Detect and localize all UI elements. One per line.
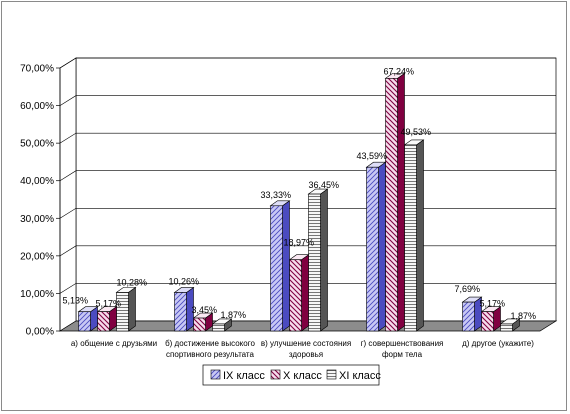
bar-side — [397, 72, 405, 332]
bar — [481, 311, 494, 332]
data-label: 33,33% — [261, 190, 292, 200]
bar — [308, 193, 321, 332]
data-labels: 5,13% 5,17%10,28% 10,26%3,45% 1,87%33,33%18… — [63, 66, 537, 321]
category-label: б) достижение высокого — [165, 339, 255, 348]
category-label: спортивного результата — [166, 350, 254, 359]
bar — [193, 317, 206, 332]
bar — [270, 205, 283, 332]
category-label: здоровья — [289, 350, 323, 359]
data-label: 5,17% — [96, 299, 122, 309]
y-tick-label: 30,00% — [20, 214, 54, 225]
legend-swatch — [270, 369, 281, 380]
y-tick-label: 60,00% — [20, 101, 54, 112]
bar — [78, 311, 91, 332]
bar — [404, 144, 417, 332]
data-label: 67,24% — [384, 66, 415, 76]
legend-swatch — [326, 369, 337, 380]
legend-swatch — [210, 369, 221, 380]
bar-side — [378, 161, 386, 332]
bar-side — [320, 188, 328, 332]
bar — [174, 292, 187, 332]
data-label: 36,45% — [309, 180, 340, 190]
legend-label: XI класс — [339, 370, 381, 382]
bar — [385, 78, 398, 332]
data-label: 5,17% — [480, 299, 506, 309]
data-label: 10,26% — [169, 276, 200, 286]
bar — [289, 259, 302, 332]
legend-label: X класс — [283, 370, 322, 382]
bar — [212, 323, 225, 332]
category-label: в) улучшение состояния — [261, 339, 351, 348]
data-label: 7,69% — [455, 284, 481, 294]
bar-side — [282, 200, 290, 332]
side-wall — [59, 57, 77, 332]
bar — [366, 166, 379, 332]
data-label: 5,13% — [63, 296, 89, 306]
data-label: 1,87% — [511, 311, 537, 321]
bar-side — [301, 254, 309, 332]
category-label: а) общение с друзьями — [71, 339, 157, 348]
y-tick-label: 40,00% — [20, 176, 54, 187]
data-label: 1,87% — [221, 310, 247, 320]
data-label: 49,53% — [401, 127, 432, 137]
bar — [500, 323, 513, 332]
bar — [97, 311, 110, 332]
y-tick-label: 50,00% — [20, 139, 54, 150]
category-label: д) другое (укажите) — [462, 339, 534, 348]
y-tick-label: 70,00% — [20, 64, 54, 75]
category-label: г) совершенствования — [361, 339, 444, 348]
y-tick-label: 10,00% — [20, 289, 54, 300]
bar — [462, 301, 475, 332]
data-label: 18,97% — [284, 238, 315, 248]
legend-label: IX класс — [223, 370, 265, 382]
category-labels: а) общение с друзьями б) достижение высок… — [71, 339, 534, 359]
category-label: форм тела — [382, 350, 423, 359]
data-label: 10,28% — [117, 277, 148, 287]
bars — [77, 72, 521, 332]
data-label: 43,59% — [357, 151, 388, 161]
bar-side — [416, 139, 424, 332]
y-axis-ticks: 0,00% 10,00% 20,00% 30,00% 40,00% 50,00% 60,00… — [20, 64, 61, 338]
bar-side — [128, 286, 136, 332]
data-label: 3,45% — [192, 305, 218, 315]
legend: IX класс X класс XI класс — [202, 364, 381, 386]
y-tick-label: 0,00% — [26, 327, 54, 338]
y-tick-label: 20,00% — [20, 251, 54, 262]
gridline — [59, 57, 556, 69]
